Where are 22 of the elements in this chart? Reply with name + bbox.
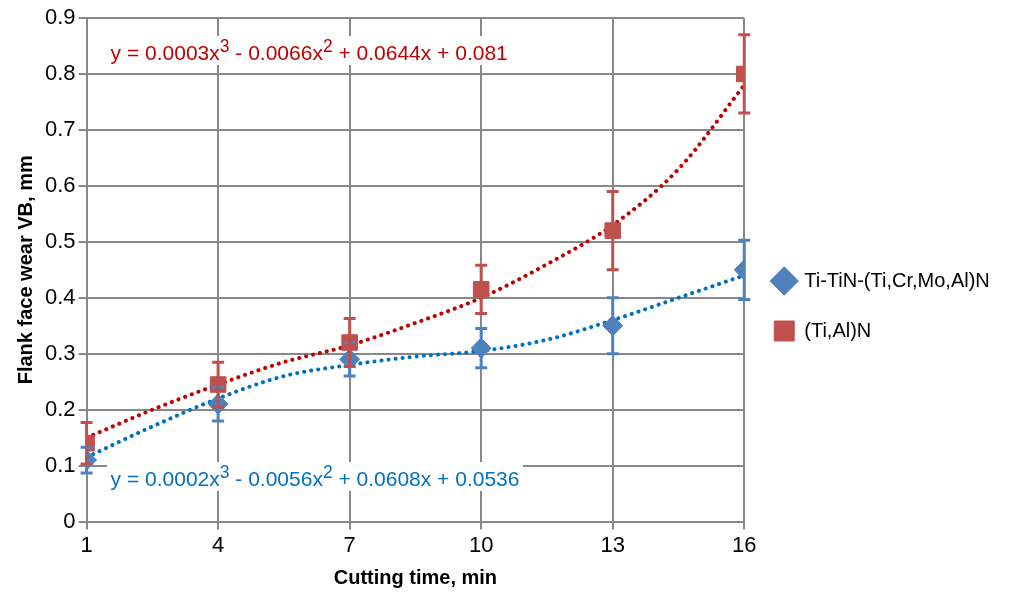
y-tick-label: 0.6 — [44, 171, 76, 197]
y-tick-label: 0.5 — [44, 227, 76, 253]
legend-label: Ti-TiN-(Ti,Cr,Mo,Al)N — [804, 268, 990, 291]
y-tick-label: 0.4 — [44, 283, 76, 309]
x-tick-label: 7 — [343, 531, 356, 557]
x-tick-label: 13 — [600, 531, 625, 557]
y-tick-label: 0.2 — [44, 395, 76, 421]
y-tick-label: 0.3 — [44, 339, 76, 365]
y-tick-label: 0.9 — [44, 4, 76, 30]
x-tick-label: 16 — [732, 531, 757, 557]
x-tick-label: 1 — [80, 531, 93, 557]
annotation: y = 0.0002x$^{3}$ - 0.0056x$^{2}$ + 0.0608x + 0.0536 — [106, 461, 524, 491]
y-axis-title: Flank face wear VB, mm — [13, 155, 36, 385]
x-tick-label: 4 — [211, 531, 225, 557]
y-tick-label: 0.7 — [44, 115, 76, 141]
x-tick-label: 10 — [468, 531, 494, 557]
annotation: y = 0.0003x$^{3}$ - 0.0066x$^{2}$ + 0.0644x + 0.081 — [106, 36, 512, 65]
y-tick-label: 0 — [63, 507, 76, 533]
legend-label: (Ti,Al)N — [804, 318, 872, 341]
y-tick-label: 0.8 — [44, 60, 76, 86]
y-tick-label: 0.1 — [44, 451, 76, 477]
x-axis-title: Cutting time, min — [333, 565, 498, 588]
